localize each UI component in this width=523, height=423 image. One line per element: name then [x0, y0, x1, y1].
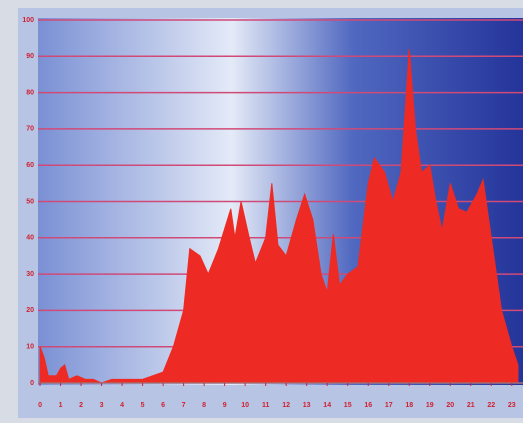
y-tick-label: 100	[22, 17, 34, 24]
x-tick-label: 2	[79, 402, 83, 409]
y-tick-label: 0	[30, 380, 34, 387]
x-tick-label: 4	[120, 402, 124, 409]
x-tick-label: 17	[385, 402, 393, 409]
x-tick-label: 1	[59, 402, 63, 409]
x-tick-label: 7	[182, 402, 186, 409]
x-tick-label: 6	[161, 402, 165, 409]
y-tick-label: 40	[26, 235, 34, 242]
x-tick-label: 9	[223, 402, 227, 409]
x-tick-label: 14	[323, 402, 331, 409]
x-tick-label: 20	[446, 402, 454, 409]
x-tick-label: 12	[282, 402, 290, 409]
x-tick-label: 22	[487, 402, 495, 409]
x-tick-label: 11	[262, 402, 270, 409]
y-tick-label: 50	[26, 198, 34, 205]
y-tick-label: 70	[26, 126, 34, 133]
y-tick-label: 20	[26, 307, 34, 314]
y-tick-label: 80	[26, 89, 34, 96]
x-tick-label: 18	[405, 402, 413, 409]
x-tick-label: 10	[241, 402, 249, 409]
x-tick-label: 8	[202, 402, 206, 409]
x-tick-label: 23	[508, 402, 516, 409]
x-tick-label: 0	[38, 402, 42, 409]
x-tick-label: 15	[344, 402, 352, 409]
y-tick-label: 10	[26, 344, 34, 351]
y-tick-label: 60	[26, 162, 34, 169]
x-tick-label: 5	[141, 402, 145, 409]
area	[39, 49, 519, 384]
x-tick-label: 3	[100, 402, 104, 409]
x-tick-label: 19	[426, 402, 434, 409]
y-tick-label: 30	[26, 271, 34, 278]
y-tick-label: 90	[26, 53, 34, 60]
x-tick-label: 16	[364, 402, 372, 409]
x-tick-label: 21	[467, 402, 475, 409]
x-tick-label: 13	[303, 402, 311, 409]
